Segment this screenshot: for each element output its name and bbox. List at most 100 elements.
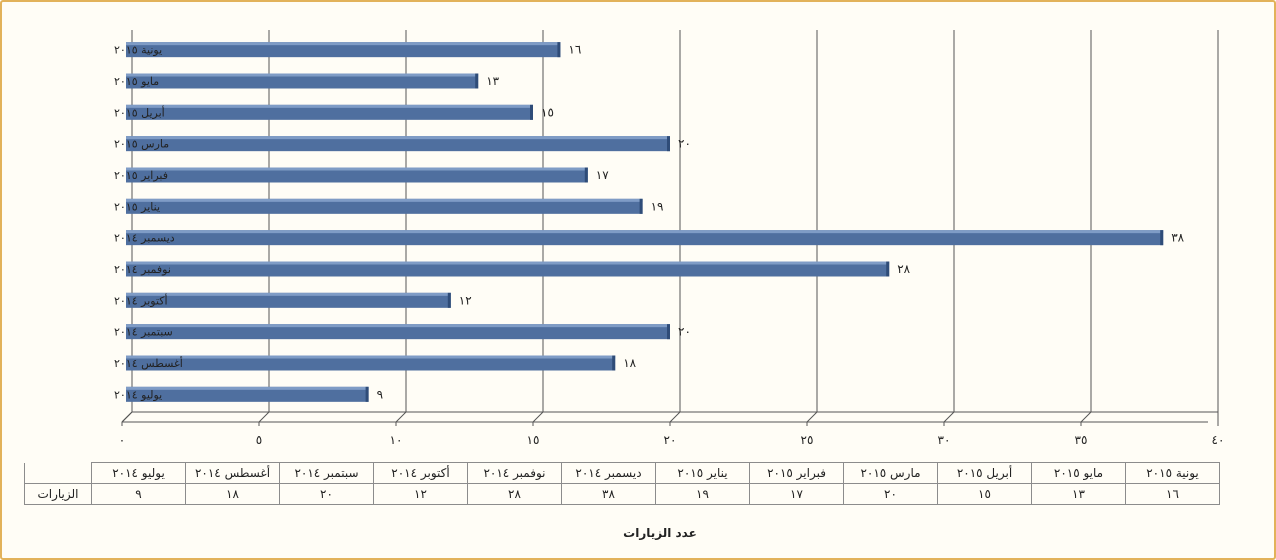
x-tick-label: ٤٠ [1212, 433, 1225, 447]
gridline-floor [395, 411, 407, 423]
bar-end [584, 167, 588, 183]
bar-highlight [126, 198, 643, 202]
bars-layer [126, 42, 1164, 402]
y-tick-label: ديسمبر ٢٠١٤ [114, 232, 175, 245]
table-header-row: يونية ٢٠١٥ مايو ٢٠١٥ أبريل ٢٠١٥ مارس ٢٠١٥ فب… [24, 462, 1220, 484]
gridline-floor [121, 411, 133, 423]
x-tick-label: ١٥ [527, 433, 540, 447]
bar [126, 198, 643, 214]
bar-highlight [126, 136, 670, 140]
y-tick-label: يونية ٢٠١٥ [114, 44, 162, 57]
bar [126, 292, 451, 308]
bar-end [667, 136, 670, 152]
x-tick-label: ٢٥ [801, 433, 814, 447]
data-label: ١٩ [651, 199, 664, 213]
data-label: ٩ [377, 387, 383, 401]
x-tick-label: ٠ [119, 433, 125, 447]
table-row-header: الزيارات [24, 483, 92, 505]
table-column-header: فبراير ٢٠١٥ [749, 462, 844, 484]
table-cell: ١٥ [937, 483, 1032, 505]
x-tick-label: ٢٠ [664, 433, 677, 447]
x-tick-label: ٣٥ [1075, 433, 1088, 447]
gridline-floor [806, 411, 818, 423]
x-axis-title: عدد الزيارات [623, 526, 697, 540]
y-tick-label: مارس ٢٠١٥ [114, 138, 169, 151]
bar [126, 73, 479, 89]
bar-highlight [126, 42, 561, 46]
table-column-header: يونية ٢٠١٥ [1125, 462, 1220, 484]
bar-highlight [126, 230, 1164, 234]
bar-highlight [126, 261, 890, 265]
table-value-row: ١٦ ١٣ ١٥ ٢٠ ١٧ ١٩ ٣٨ ٢٨ ١٢ ٢٠ ١٨ ٩ الزيارات [24, 483, 1220, 505]
table-column-header: أكتوبر ٢٠١٤ [373, 462, 468, 484]
gridline-floor [943, 411, 955, 423]
labels-layer: ٠ ٥ ١٠ ١٥ ٢٠ ٢٥ ٣٠ ٣٥ ٤٠ ١٦ يونية ٢٠١٥ ١٣ مايو ٢٠١٥ ١… [114, 43, 1224, 447]
x-tick-label: ٣٠ [938, 433, 951, 447]
bar-end [557, 42, 561, 58]
bar-end [886, 261, 890, 277]
x-tick-label: ١٠ [390, 433, 403, 447]
y-tick-label: أغسطس ٢٠١٤ [114, 356, 183, 370]
table-cell: ٢٨ [467, 483, 562, 505]
bar-highlight [126, 104, 533, 108]
data-label: ١٦ [568, 43, 581, 57]
gridline-floor [669, 411, 681, 423]
bar [126, 230, 1164, 246]
table-cell: ١٨ [185, 483, 280, 505]
table-column-header: أبريل ٢٠١٥ [937, 462, 1032, 484]
y-tick-label: أكتوبر ٢٠١٤ [114, 293, 168, 307]
bar-highlight [126, 292, 451, 296]
bar [126, 261, 890, 277]
bar-highlight [126, 324, 670, 328]
x-tick-label: ٥ [256, 433, 262, 447]
bar [126, 136, 670, 152]
table-corner [24, 462, 92, 484]
table-column-header: مايو ٢٠١٥ [1031, 462, 1126, 484]
data-label: ١٣ [486, 74, 499, 88]
bar-end [639, 198, 643, 214]
bar [126, 104, 533, 120]
bar-highlight [126, 73, 479, 77]
bar [126, 355, 616, 371]
table-cell: ٢٠ [843, 483, 938, 505]
bar [126, 386, 369, 402]
table-column-header: ديسمبر ٢٠١٤ [561, 462, 656, 484]
y-tick-label: يوليو ٢٠١٤ [114, 388, 162, 401]
data-table: يونية ٢٠١٥ مايو ٢٠١٥ أبريل ٢٠١٥ مارس ٢٠١٥ فب… [24, 462, 1220, 505]
y-tick-label: نوفمبر ٢٠١٤ [114, 263, 171, 276]
bar-end [475, 73, 479, 89]
table-column-header: يوليو ٢٠١٤ [91, 462, 186, 484]
bar-end [365, 386, 369, 402]
data-label: ١٧ [596, 168, 609, 182]
bar-end [530, 104, 533, 120]
y-tick-label: سبتمبر ٢٠١٤ [114, 326, 173, 339]
data-label: ٣٨ [1171, 231, 1184, 245]
table-cell: ١٧ [749, 483, 844, 505]
gridline-floor [1080, 411, 1092, 423]
bar [126, 42, 561, 58]
bar-end [1160, 230, 1164, 246]
bar [126, 324, 670, 340]
table-cell: ١٦ [1125, 483, 1220, 505]
bar-highlight [126, 386, 369, 390]
data-label: ٢٠ [678, 325, 691, 339]
table-cell: ٣٨ [561, 483, 656, 505]
gridline-floor [532, 411, 544, 423]
table-column-header: نوفمبر ٢٠١٤ [467, 462, 562, 484]
bar [126, 167, 588, 183]
grid-layer [121, 30, 1219, 426]
table-column-header: سبتمبر ٢٠١٤ [279, 462, 374, 484]
bar-highlight [126, 355, 616, 359]
table-cell: ١٢ [373, 483, 468, 505]
table-cell: ٩ [91, 483, 186, 505]
y-tick-label: مايو ٢٠١٥ [114, 75, 159, 88]
data-label: ١٨ [623, 356, 636, 370]
y-tick-label: فبراير ٢٠١٥ [114, 169, 168, 182]
data-label: ١٢ [459, 293, 472, 307]
table-cell: ٢٠ [279, 483, 374, 505]
table-column-header: يناير ٢٠١٥ [655, 462, 750, 484]
table-column-header: أغسطس ٢٠١٤ [185, 462, 280, 484]
table-cell: ١٣ [1031, 483, 1126, 505]
y-tick-label: يناير ٢٠١٥ [114, 200, 160, 213]
